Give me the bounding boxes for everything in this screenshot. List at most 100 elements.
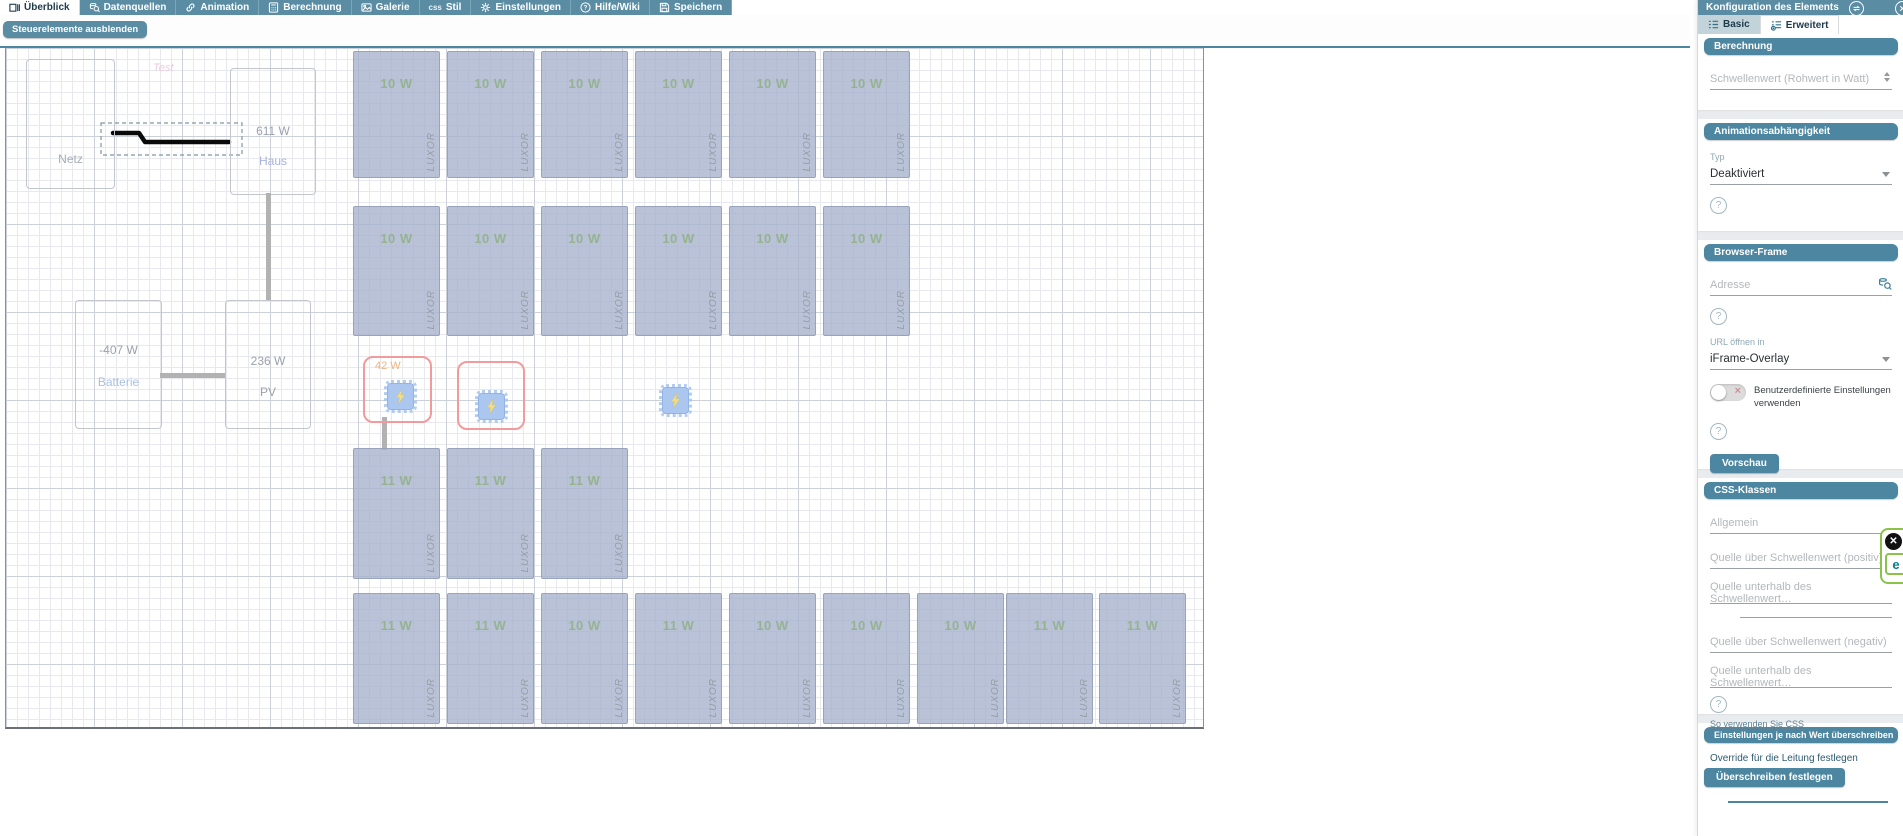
tab-stil[interactable]: css Stil [419,0,472,15]
adresse-input[interactable]: Adresse [1710,275,1892,296]
secondary-underline [1740,616,1892,618]
css-allgemein-input[interactable]: Allgemein [1710,513,1892,534]
box-label: 611 W [256,124,290,138]
solar-panel[interactable]: 10 W LUXOR [823,206,910,336]
solar-panel[interactable]: 11 W LUXOR [1006,593,1093,724]
panel-brand-label: LUXOR [802,131,813,171]
solar-panel[interactable]: 10 W LUXOR [541,593,628,724]
url-open-label: URL öffnen in [1710,337,1765,347]
vorschau-button[interactable]: Vorschau [1710,453,1779,473]
extension-logo-icon[interactable]: e [1885,553,1903,575]
solar-panel[interactable]: 11 W LUXOR [353,593,440,724]
url-open-select[interactable]: iFrame-Overlay [1710,349,1892,370]
datasource-search-icon[interactable] [1878,277,1892,294]
tab-basic[interactable]: Basic [1698,15,1760,34]
panel-brand-label: LUXOR [708,677,719,717]
solar-panel[interactable]: 10 W LUXOR [635,51,722,178]
test-label[interactable]: Test [153,62,174,74]
number-spinner[interactable] [1884,72,1890,82]
solar-panel[interactable]: 10 W LUXOR [823,51,910,178]
solar-panel[interactable]: 10 W LUXOR [635,206,722,336]
tab-erweitert[interactable]: Erweitert [1759,15,1840,34]
tab-speichern[interactable]: Speichern [649,0,733,15]
inverter-chip-icon[interactable] [659,384,692,417]
help-icon[interactable]: ? [1710,696,1727,713]
solar-panel[interactable]: 10 W LUXOR [353,206,440,336]
solar-panel[interactable]: 10 W LUXOR [917,593,1004,724]
close-panel-icon[interactable] [1895,1,1903,16]
help-icon[interactable]: ? [1710,197,1727,214]
solar-panel[interactable]: 11 W LUXOR [635,593,722,724]
panel-brand-label: LUXOR [1172,677,1183,717]
css-over-threshold-positive-input[interactable]: Quelle über Schwellenwert (positiv) [1710,548,1892,569]
solar-panel[interactable]: 10 W LUXOR [729,51,816,178]
solar-panel[interactable]: 10 W LUXOR [541,206,628,336]
tab-einstellungen[interactable]: Einstellungen [471,0,572,15]
selected-value: Deaktiviert [1710,168,1765,180]
section-berechnung: Berechnung Schwellenwert (Rohwert in Wat… [1698,34,1903,110]
panel-watt-label: 10 W [380,231,413,246]
tab-hilfe-wiki[interactable]: ? Hilfe/Wiki [571,0,650,15]
css-under-threshold-input[interactable]: Quelle unterhalb des Schwellenwert… [1710,581,1892,605]
placeholder-text: Quelle unterhalb des Schwellenwert… [1710,665,1812,689]
box-label: PV [259,384,276,399]
section-header: Animationsabhängigkeit [1704,123,1898,140]
tab-galerie[interactable]: Galerie [351,0,420,15]
tab-datenquellen[interactable]: Datenquellen [79,0,177,15]
threshold-input[interactable]: Schwellenwert (Rohwert in Watt) [1710,69,1892,90]
box-label: Batterie [97,374,140,389]
solar-panel[interactable]: 11 W LUXOR [1099,593,1186,724]
css-over-threshold-negative-input[interactable]: Quelle über Schwellenwert (negativ) [1710,632,1892,653]
panel-watt-label: 11 W [1126,618,1159,633]
help-icon[interactable]: ? [1710,422,1727,440]
svg-text:?: ? [584,5,588,12]
optimizer-element[interactable]: 42 W [363,356,432,423]
help-icon[interactable]: ? [1710,308,1727,325]
panel-watt-label: 10 W [850,618,883,633]
optimizer-element[interactable] [659,382,692,417]
optimizer-element[interactable] [457,361,525,430]
solar-panel[interactable]: 10 W LUXOR [823,593,910,724]
close-icon[interactable]: ✕ [1885,533,1902,550]
connector-line[interactable] [382,417,387,450]
netz-box[interactable]: Netz [26,59,115,189]
solar-panel[interactable]: 10 W LUXOR [447,206,534,336]
solar-panel[interactable]: 10 W LUXOR [541,51,628,178]
custom-settings-row: × Benutzerdefinierte Einstellungen verwe… [1710,384,1892,411]
connector-line[interactable] [266,193,271,300]
pv-box[interactable]: 236 W PV [225,300,311,429]
inverter-chip-icon[interactable] [475,390,508,423]
diagram-canvas[interactable]: Test Netz 611 W Haus -407 W Batterie 236 W PV 42… [5,48,1204,729]
connector-line[interactable] [160,373,225,378]
main-toolbar: Überblick Datenquellen Animation Berechn… [0,0,1690,15]
css-howto-link[interactable]: So verwenden Sie CSS [1710,719,1805,729]
section-browser-frame: Browser-Frame Adresse ? URL öffnen in iF… [1698,240,1903,473]
custom-settings-toggle[interactable]: × [1710,384,1746,401]
tab-label: Animation [200,2,250,13]
tab-ueberblick[interactable]: Überblick [0,0,80,15]
tab-label: Überblick [24,2,70,13]
hide-controls-button[interactable]: Steuerelemente ausblenden [3,21,148,38]
panel-watt-label: 10 W [756,76,789,91]
solar-panel[interactable]: 11 W LUXOR [447,448,534,579]
solar-panel[interactable]: 10 W LUXOR [729,593,816,724]
tab-animation[interactable]: Animation [176,0,260,15]
config-panel-title: Konfiguration des Elements [1706,2,1839,13]
swap-element-icon[interactable] [1849,1,1864,16]
tab-berechnung[interactable]: Berechnung [259,0,352,15]
solar-panel[interactable]: 11 W LUXOR [353,448,440,579]
typ-select[interactable]: Deaktiviert [1710,164,1892,185]
haus-box[interactable]: 611 W Haus [230,68,316,195]
solar-panel[interactable]: 10 W LUXOR [353,51,440,178]
css-under-threshold-negative-input[interactable]: Quelle unterhalb des Schwellenwert… [1710,665,1892,689]
solar-panel[interactable]: 10 W LUXOR [447,51,534,178]
inverter-chip-icon[interactable] [384,380,417,413]
override-button[interactable]: Überschreiben festlegen [1704,768,1845,787]
batterie-box[interactable]: -407 W Batterie [75,300,162,429]
element-config-panel: Konfiguration des Elements Basic Erweite… [1697,0,1903,836]
tab-label: Speichern [673,2,723,13]
solar-panel[interactable]: 11 W LUXOR [541,448,628,579]
solar-panel[interactable]: 11 W LUXOR [447,593,534,724]
config-panel-body: Berechnung Schwellenwert (Rohwert in Wat… [1698,34,1903,836]
solar-panel[interactable]: 10 W LUXOR [729,206,816,336]
